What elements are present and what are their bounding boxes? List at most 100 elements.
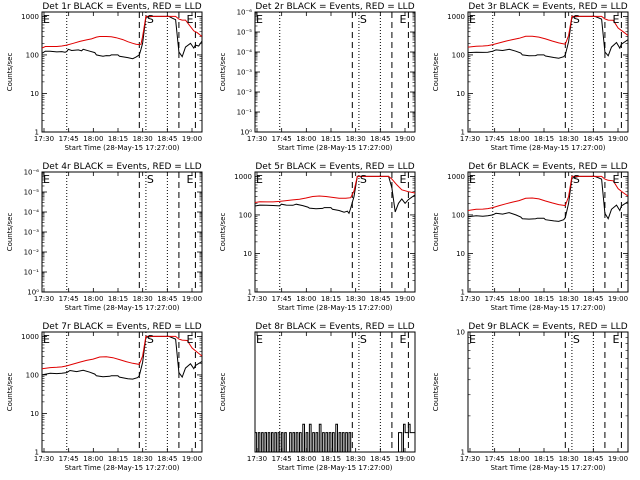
y-tick-label: 10	[30, 410, 39, 418]
detector-panel-5: Det 5r BLACK = Events, RED = LLD 17:30 17:…	[219, 162, 416, 312]
plot-frame	[41, 171, 203, 293]
y-tick-label: 10⁻²	[24, 249, 40, 257]
marker-label-e: E	[613, 13, 620, 26]
x-tick-label: 17:30	[460, 455, 480, 463]
series-line-lld	[468, 175, 628, 211]
y-axis-label: Counts/sec	[219, 373, 227, 412]
series-line-lld	[42, 335, 202, 370]
series-group	[255, 423, 415, 452]
y-tick-label: 10	[456, 329, 465, 337]
y-tick-label: 10	[456, 90, 465, 98]
x-tick-label: 19:00	[182, 455, 202, 463]
panel-title: Det 7r BLACK = Events, RED = LLD	[42, 322, 201, 332]
series-line-lld	[468, 15, 628, 48]
x-tick-label: 18:00	[83, 135, 103, 143]
x-tick-label: 18:15	[534, 135, 554, 143]
y-axis-label: Counts/sec	[6, 373, 14, 412]
y-tick-label: 100	[452, 211, 465, 219]
marker-label-e: E	[613, 173, 620, 186]
y-axis-label: Counts/sec	[219, 213, 227, 252]
x-axis-label: Start Time (28-May-15 17:27:00)	[64, 464, 179, 472]
series-group	[42, 15, 202, 60]
marker-label-e: E	[43, 13, 50, 26]
x-tick-label: 18:30	[133, 135, 153, 143]
marker-label-e: E	[400, 13, 407, 26]
y-tick-label: 100	[26, 371, 39, 379]
y-tick-label: 100	[452, 51, 465, 59]
x-tick-label: 18:00	[296, 135, 316, 143]
x-axis-label: Start Time (28-May-15 17:27:00)	[277, 464, 392, 472]
panel-title: Det 9r BLACK = Events, RED = LLD	[468, 322, 627, 332]
y-axis-label: Counts/sec	[432, 53, 440, 92]
panel-title: Det 8r BLACK = Events, RED = LLD	[255, 322, 414, 332]
x-tick-label: 17:45	[59, 135, 79, 143]
x-tick-label: 18:45	[370, 455, 390, 463]
y-axis-label: Counts/sec	[6, 213, 14, 252]
x-tick-label: 18:30	[346, 135, 366, 143]
plot-frame	[467, 11, 629, 133]
y-tick-label: 10	[456, 250, 465, 258]
x-tick-label: 18:30	[346, 295, 366, 303]
x-tick-label: 18:00	[296, 455, 316, 463]
x-axis-label: Start Time (28-May-15 17:27:00)	[277, 144, 392, 152]
marker-label-e: E	[400, 333, 407, 346]
series-line-events	[42, 335, 202, 380]
x-tick-label: 17:45	[272, 295, 292, 303]
detector-panel-4: Det 4r BLACK = Events, RED = LLD 17:30 17:…	[6, 162, 203, 312]
series-group	[42, 335, 202, 380]
x-tick-label: 18:15	[321, 295, 341, 303]
marker-label-e: E	[256, 173, 263, 186]
x-tick-label: 18:30	[559, 455, 579, 463]
panel-title: Det 1r BLACK = Events, RED = LLD	[42, 2, 201, 12]
x-axis-label: Start Time (28-May-15 17:27:00)	[490, 304, 605, 312]
marker-label-s: S	[147, 333, 154, 346]
plot-frame	[41, 11, 203, 133]
x-tick-label: 18:15	[321, 455, 341, 463]
y-tick-label: 1	[248, 289, 252, 297]
y-tick-label: 10⁻¹	[24, 269, 40, 277]
x-tick-label: 17:30	[34, 135, 54, 143]
x-tick-label: 18:30	[559, 295, 579, 303]
panel-title: Det 3r BLACK = Events, RED = LLD	[468, 2, 627, 12]
detector-panel-7: Det 7r BLACK = Events, RED = LLD 17:30 17:…	[6, 322, 203, 472]
y-tick-label: 10⁰	[240, 129, 252, 137]
x-tick-label: 17:30	[460, 295, 480, 303]
x-tick-label: 18:45	[583, 295, 603, 303]
y-tick-label: 1	[35, 449, 39, 457]
detector-panel-6: Det 6r BLACK = Events, RED = LLD 17:30 17:…	[432, 162, 629, 312]
x-tick-label: 19:00	[182, 295, 202, 303]
x-tick-label: 18:00	[83, 295, 103, 303]
detector-panel-2: Det 2r BLACK = Events, RED = LLD 17:30 17:…	[219, 2, 416, 152]
detector-panel-9: Det 9r BLACK = Events, RED = LLD 17:30 17:…	[432, 322, 629, 472]
y-tick-label: 1	[35, 129, 39, 137]
x-tick-label: 18:00	[83, 455, 103, 463]
marker-label-e: E	[400, 173, 407, 186]
x-tick-label: 17:30	[247, 295, 267, 303]
y-axis-label: Counts/sec	[219, 53, 227, 92]
series-line-events	[42, 15, 202, 60]
x-tick-label: 18:15	[108, 135, 128, 143]
x-tick-label: 18:15	[321, 135, 341, 143]
x-tick-label: 17:45	[485, 455, 505, 463]
x-tick-label: 18:45	[370, 295, 390, 303]
marker-label-e: E	[187, 13, 194, 26]
plot-frame	[41, 331, 203, 453]
x-tick-label: 18:15	[534, 295, 554, 303]
y-tick-label: 10⁻⁶	[24, 169, 40, 177]
panel-title: Det 5r BLACK = Events, RED = LLD	[255, 162, 414, 172]
y-tick-label: 1	[461, 449, 465, 457]
marker-label-s: S	[573, 333, 580, 346]
y-tick-label: 1	[461, 129, 465, 137]
marker-label-s: S	[573, 173, 580, 186]
x-tick-label: 17:30	[34, 455, 54, 463]
marker-label-e: E	[469, 13, 476, 26]
x-tick-label: 18:30	[133, 455, 153, 463]
x-tick-label: 18:45	[583, 135, 603, 143]
marker-label-s: S	[147, 13, 154, 26]
x-tick-label: 18:45	[583, 455, 603, 463]
x-tick-label: 17:30	[247, 455, 267, 463]
x-tick-label: 18:00	[509, 135, 529, 143]
marker-label-s: S	[147, 173, 154, 186]
x-tick-label: 17:45	[485, 295, 505, 303]
